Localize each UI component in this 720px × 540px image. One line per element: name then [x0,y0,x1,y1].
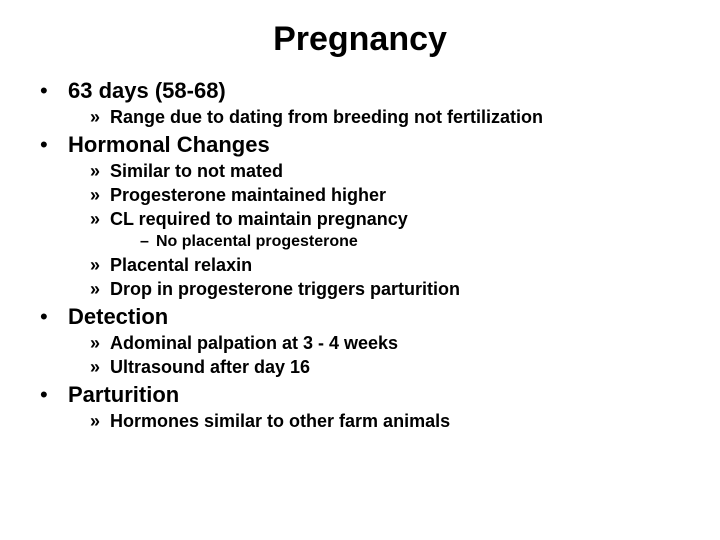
bullet-list: 63 days (58-68) Range due to dating from… [30,77,690,433]
l2-text: Ultrasound after day 16 [110,357,310,377]
list-item: No placental progesterone [140,231,690,253]
list-item: Ultrasound after day 16 [90,355,690,379]
list-item: Adominal palpation at 3 - 4 weeks [90,331,690,355]
list-item: Detection Adominal palpation at 3 - 4 we… [30,303,690,379]
list-item: Range due to dating from breeding not fe… [90,105,690,129]
list-item: Placental relaxin [90,253,690,277]
list-item: CL required to maintain pregnancy No pla… [90,207,690,253]
l2-text: Range due to dating from breeding not fe… [110,107,543,127]
slide-title: Pregnancy [30,20,690,59]
l1-text: Parturition [68,382,179,407]
sub-list: Similar to not mated Progesterone mainta… [68,159,690,301]
sub-list: Adominal palpation at 3 - 4 weeks Ultras… [68,331,690,379]
l1-text: 63 days (58-68) [68,78,226,103]
l2-text: CL required to maintain pregnancy [110,209,408,229]
l2-text: Hormones similar to other farm animals [110,411,450,431]
list-item: Hormonal Changes Similar to not mated Pr… [30,131,690,301]
list-item: Hormones similar to other farm animals [90,409,690,433]
l3-text: No placental progesterone [156,233,358,250]
list-item: Drop in progesterone triggers parturitio… [90,277,690,301]
sub-list: Hormones similar to other farm animals [68,409,690,433]
sub-list: Range due to dating from breeding not fe… [68,105,690,129]
list-item: Parturition Hormones similar to other fa… [30,381,690,433]
sub-sub-list: No placental progesterone [110,231,690,253]
l1-text: Detection [68,304,168,329]
l2-text: Similar to not mated [110,161,283,181]
l2-text: Drop in progesterone triggers parturitio… [110,279,460,299]
l2-text: Progesterone maintained higher [110,185,386,205]
l2-text: Placental relaxin [110,255,252,275]
list-item: 63 days (58-68) Range due to dating from… [30,77,690,129]
list-item: Progesterone maintained higher [90,183,690,207]
l1-text: Hormonal Changes [68,132,270,157]
list-item: Similar to not mated [90,159,690,183]
l2-text: Adominal palpation at 3 - 4 weeks [110,333,398,353]
